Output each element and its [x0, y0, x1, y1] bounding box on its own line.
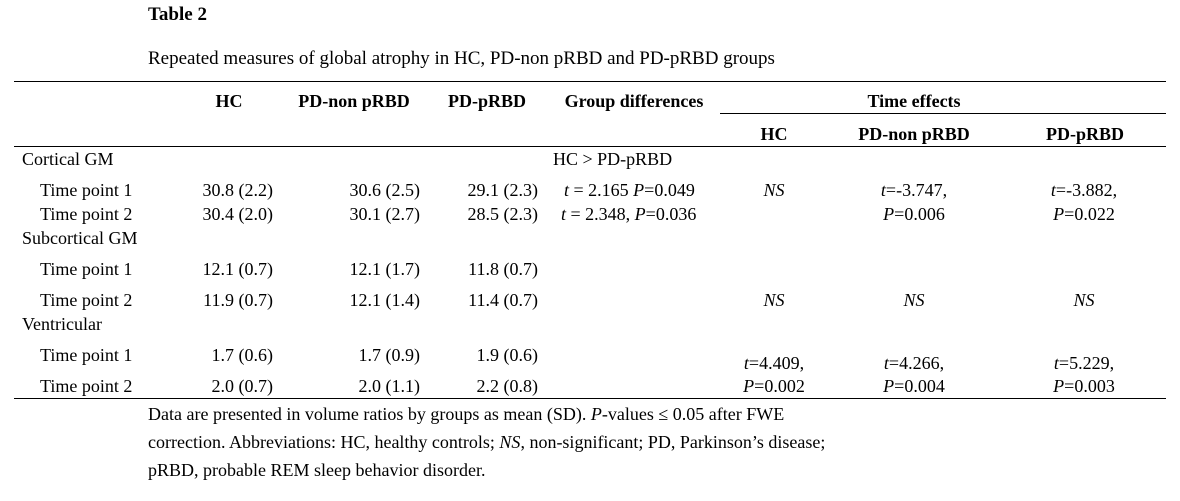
cell-pd-non-prbd: 30.6 (2.5) — [349, 180, 421, 200]
t-value: =5.229, — [1058, 353, 1115, 373]
footnote-text: , non-significant; PD, Parkinson’s disea… — [520, 432, 826, 452]
t-value: =-3.882, — [1055, 180, 1118, 200]
te-hc-ns: NS — [763, 180, 785, 200]
header-pd-prbd: PD-pRBD — [447, 91, 527, 111]
te-pd-prbd-ns: NS — [1073, 290, 1095, 310]
cell-pd-prbd: 29.1 (2.3) — [467, 180, 539, 200]
t-symbol: t — [880, 180, 886, 200]
time-effects-rule — [720, 113, 1166, 114]
cell-pd-prbd: 11.4 (0.7) — [468, 290, 538, 310]
t-symbol: t — [743, 353, 749, 373]
t-value: = 2.348, — [566, 204, 635, 224]
row-label: Time point 2 — [40, 376, 133, 396]
cell-group-diff: t = 2.348, P=0.036 — [561, 203, 696, 225]
p-value: =0.049 — [644, 180, 695, 200]
p-symbol: P — [1053, 376, 1065, 396]
te-pd-non-t: t=4.266, — [884, 352, 944, 374]
t-value: =4.409, — [748, 353, 805, 373]
p-symbol: P — [743, 376, 755, 396]
bottom-rule — [14, 398, 1166, 399]
header-bottom-rule — [14, 146, 1166, 147]
footnote-text: -values ≤ 0.05 after FWE — [601, 404, 785, 424]
cell-hc: 1.7 (0.6) — [211, 345, 274, 365]
te-pd-non-ns: NS — [903, 290, 925, 310]
te-pd-non-p: P=0.004 — [883, 375, 945, 397]
header-te-hc: HC — [760, 124, 788, 144]
t-symbol: t — [1053, 353, 1059, 373]
header-time-effects: Time effects — [867, 91, 961, 111]
te-pd-non-t: t=-3.747, — [881, 179, 947, 201]
t-value: =4.266, — [888, 353, 945, 373]
cell-hc: 11.9 (0.7) — [203, 290, 273, 310]
row-label: Time point 1 — [40, 180, 133, 200]
p-value: =0.004 — [894, 376, 945, 396]
te-hc-p: P=0.002 — [743, 375, 805, 397]
cell-pd-non-prbd: 12.1 (1.7) — [349, 259, 421, 279]
p-value: =0.022 — [1064, 204, 1115, 224]
group-diff-summary: HC > PD-pRBD — [553, 149, 673, 169]
section-cortical-gm: Cortical GM — [22, 149, 114, 169]
p-value: =0.006 — [894, 204, 945, 224]
t-symbol: t — [883, 353, 889, 373]
cell-pd-prbd: 28.5 (2.3) — [467, 204, 539, 224]
p-value: =0.003 — [1064, 376, 1115, 396]
footnote-text: correction. Abbreviations: HC, healthy c… — [148, 432, 500, 452]
cell-hc: 2.0 (0.7) — [211, 376, 274, 396]
p-symbol: P — [883, 376, 895, 396]
t-value: =-3.747, — [885, 180, 948, 200]
t-value: = 2.165 — [569, 180, 634, 200]
section-ventricular: Ventricular — [22, 314, 102, 334]
cell-group-diff: t = 2.165 P=0.049 — [564, 179, 695, 201]
t-symbol: t — [561, 204, 567, 224]
cell-pd-non-prbd: 2.0 (1.1) — [358, 376, 421, 396]
p-value: =0.002 — [754, 376, 805, 396]
cell-pd-non-prbd: 1.7 (0.9) — [358, 345, 421, 365]
p-symbol: P — [590, 404, 602, 424]
cell-hc: 12.1 (0.7) — [202, 259, 274, 279]
p-symbol: P — [634, 204, 646, 224]
header-pd-non-prbd: PD-non pRBD — [298, 91, 410, 111]
table-label: Table 2 — [148, 4, 207, 25]
t-symbol: t — [564, 180, 570, 200]
p-symbol: P — [883, 204, 895, 224]
te-pd-non-p: P=0.006 — [883, 203, 945, 225]
top-rule — [14, 81, 1166, 82]
cell-hc: 30.4 (2.0) — [202, 204, 274, 224]
cell-pd-non-prbd: 30.1 (2.7) — [349, 204, 421, 224]
row-label: Time point 1 — [40, 259, 133, 279]
te-hc-t: t=4.409, — [744, 352, 804, 374]
row-label: Time point 2 — [40, 204, 133, 224]
te-pd-prbd-p: P=0.022 — [1053, 203, 1115, 225]
header-te-pd-non-prbd: PD-non pRBD — [858, 124, 970, 144]
te-pd-prbd-p: P=0.003 — [1053, 375, 1115, 397]
header-hc: HC — [215, 91, 243, 111]
footnote-line-1: Data are presented in volume ratios by g… — [148, 400, 1028, 428]
footnote-line-2: correction. Abbreviations: HC, healthy c… — [148, 428, 1028, 456]
ns-symbol: NS — [499, 432, 521, 452]
p-symbol: P — [1053, 204, 1065, 224]
p-symbol: P — [633, 180, 645, 200]
header-te-pd-prbd: PD-pRBD — [1045, 124, 1125, 144]
footnote-line-3: pRBD, probable REM sleep behavior disord… — [148, 460, 486, 480]
p-value: =0.036 — [645, 204, 697, 224]
te-pd-prbd-t: t=-3.882, — [1051, 179, 1117, 201]
cell-pd-prbd: 2.2 (0.8) — [476, 376, 539, 396]
te-hc-ns: NS — [763, 290, 785, 310]
section-subcortical-gm: Subcortical GM — [22, 228, 138, 248]
te-pd-prbd-t: t=5.229, — [1054, 352, 1114, 374]
row-label: Time point 1 — [40, 345, 133, 365]
cell-pd-prbd: 1.9 (0.6) — [476, 345, 539, 365]
cell-pd-non-prbd: 12.1 (1.4) — [349, 290, 421, 310]
cell-pd-prbd: 11.8 (0.7) — [468, 259, 538, 279]
row-label: Time point 2 — [40, 290, 133, 310]
cell-hc: 30.8 (2.2) — [202, 180, 274, 200]
table-footnote: Data are presented in volume ratios by g… — [148, 400, 1028, 484]
footnote-text: Data are presented in volume ratios by g… — [148, 404, 591, 424]
header-group-differences: Group differences — [564, 91, 704, 111]
t-symbol: t — [1050, 180, 1056, 200]
table-caption: Repeated measures of global atrophy in H… — [148, 48, 775, 69]
